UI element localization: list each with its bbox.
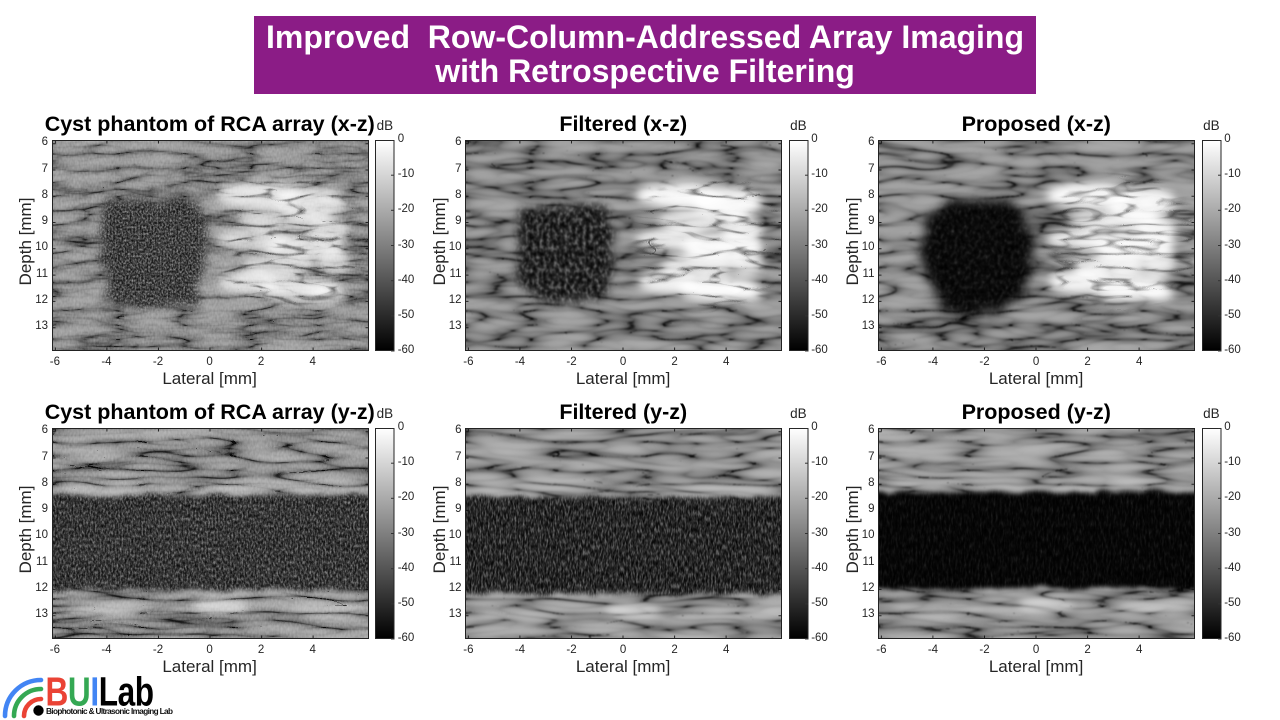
- svg-text:BUILab: BUILab: [46, 669, 154, 715]
- svg-text:Biophotonic & Ultrasonic Imagi: Biophotonic & Ultrasonic Imaging Lab: [46, 707, 173, 716]
